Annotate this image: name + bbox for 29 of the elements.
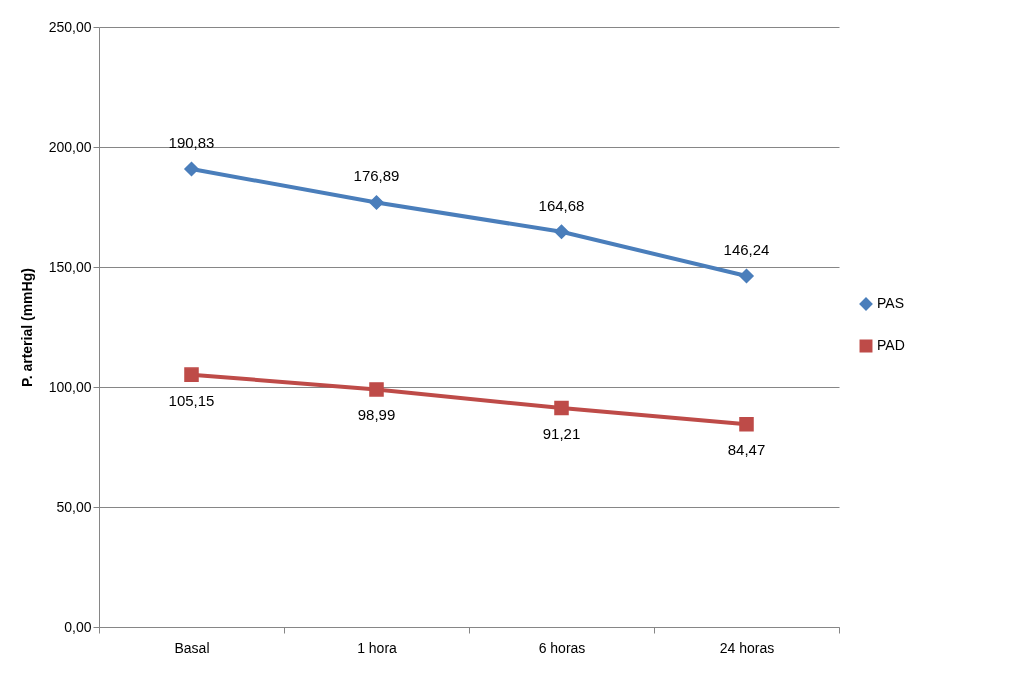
x-tick-label: 6 horas: [538, 639, 586, 656]
point: [369, 382, 384, 397]
data-label: 91,21: [542, 425, 581, 443]
data-label: 98,99: [357, 406, 396, 424]
point: [739, 417, 754, 432]
y-tick-label: 100,00: [48, 378, 92, 395]
y-tick-label: 250,00: [48, 18, 92, 35]
y-tick-label: 0,00: [64, 618, 92, 635]
point: [739, 268, 754, 284]
y-tick-label: 50,00: [56, 498, 92, 515]
data-label: 105,15: [168, 391, 215, 409]
legend-label: PAS: [877, 295, 904, 311]
y-tick-label: 200,00: [48, 138, 92, 155]
data-label: 176,89: [353, 167, 400, 185]
data-label: 190,83: [168, 134, 215, 152]
x-tick-label: 1 hora: [357, 639, 398, 656]
x-tick-label: Basal: [174, 639, 210, 656]
data-label: 146,24: [723, 241, 770, 259]
legend-label: PAD: [877, 337, 905, 353]
y-axis-title: P. arterial (mmHg): [18, 268, 35, 387]
y-tick-label: 150,00: [48, 258, 92, 275]
point: [369, 195, 384, 210]
point: [184, 161, 199, 177]
x-tick-label: 24 horas: [719, 639, 775, 656]
point: [554, 400, 569, 416]
point: [554, 224, 569, 240]
point: [184, 367, 199, 382]
data-label: 84,47: [727, 441, 766, 459]
data-label: 164,68: [538, 196, 585, 214]
